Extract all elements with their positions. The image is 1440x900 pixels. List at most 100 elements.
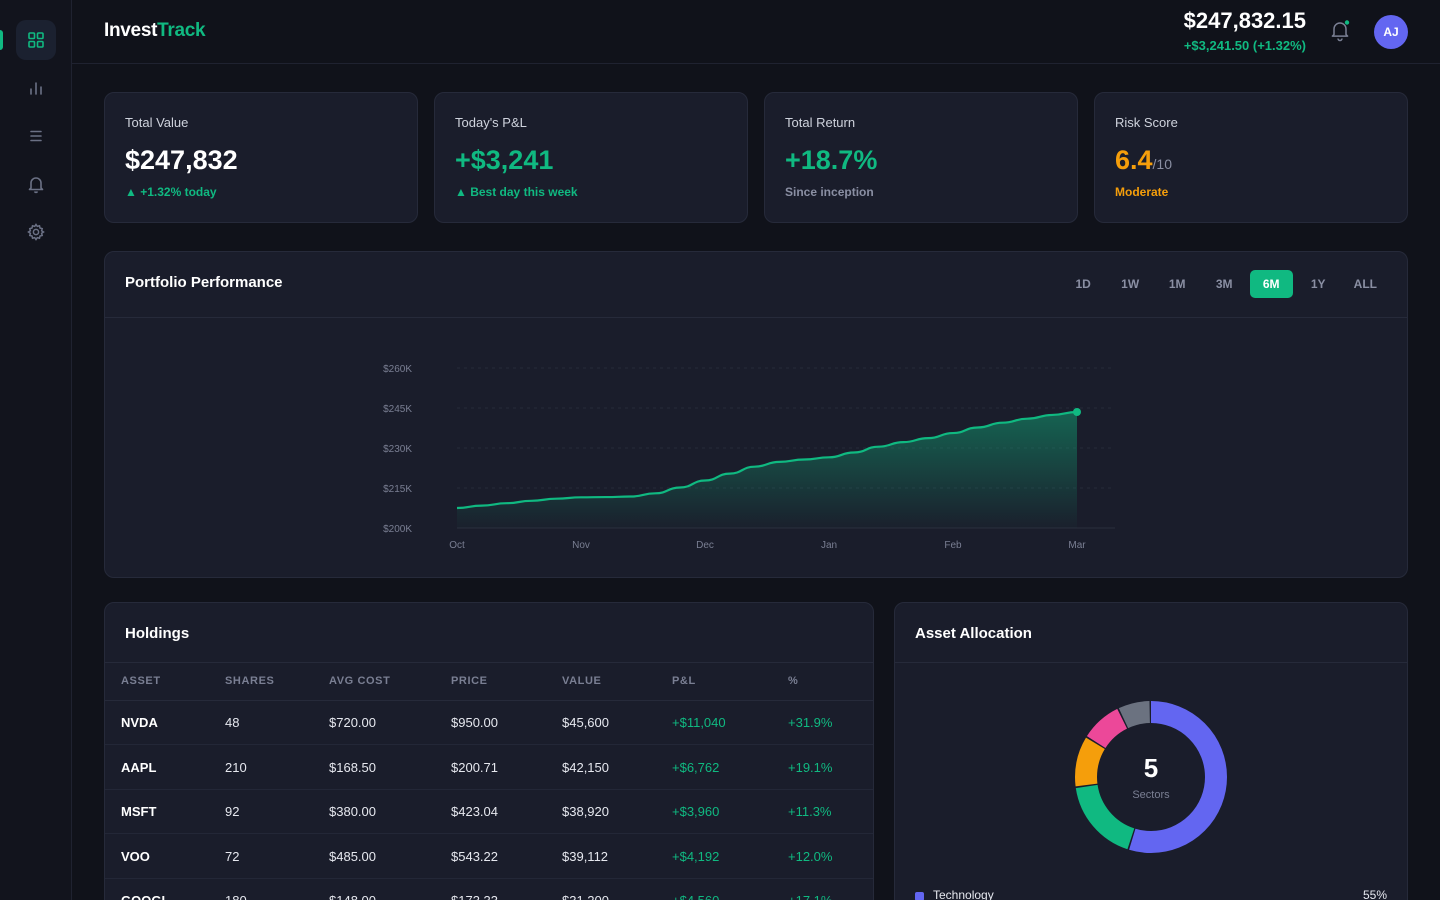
x-tick-label: Oct — [449, 540, 465, 551]
table-row[interactable]: NVDA 48 $720.00 $950.00 $45,600 +$11,040 +31.9… — [105, 701, 873, 745]
table-cell: $380.00 — [329, 804, 376, 819]
sidebar-item-alerts[interactable] — [16, 164, 56, 204]
holdings-title: Holdings — [125, 625, 190, 642]
table-cell: 72 — [225, 848, 240, 864]
bar-chart-icon — [30, 82, 42, 95]
range-tab-1m[interactable]: 1M — [1168, 277, 1186, 291]
holdings-panel: Holdings ASSET SHARES AVG COST PRICE VALUE P&… — [104, 602, 874, 900]
legend-name: Technology — [933, 888, 994, 900]
table-row[interactable]: AAPL 210 $168.50 $200.71 $42,150 +$6,762 +19.1… — [105, 746, 873, 790]
table-cell: $200.71 — [451, 759, 498, 775]
range-tab-1w[interactable]: 1W — [1121, 277, 1140, 291]
table-cell: 210 — [225, 759, 247, 775]
table-cell: +$6,762 — [672, 759, 720, 775]
donut-slice[interactable] — [1075, 701, 1227, 853]
table-cell: +$4,192 — [672, 848, 720, 864]
table-cell: $45,600 — [562, 715, 609, 730]
column-header[interactable]: AVG COST — [329, 675, 391, 687]
table-cell: $950.00 — [451, 715, 498, 730]
allocation-donut — [1075, 701, 1227, 853]
stat-sub: Moderate — [1115, 185, 1169, 199]
range-tab-6m[interactable]: 6M — [1249, 270, 1293, 298]
stat-value: $247,832 — [125, 145, 238, 175]
legend-swatch — [915, 892, 924, 900]
divider — [895, 662, 1407, 663]
table-cell: NVDA — [121, 715, 158, 730]
sidebar-item-analytics[interactable] — [16, 68, 56, 108]
header-portfolio-summary: $247,832.15 +$3,241.50 (+1.32%) — [1184, 8, 1306, 53]
table-cell: 48 — [225, 715, 240, 730]
stat-sub: Since inception — [785, 185, 874, 199]
range-tab-3m[interactable]: 3M — [1215, 277, 1233, 291]
legend-value: 55% — [1362, 888, 1387, 900]
table-cell: 180 — [225, 893, 247, 900]
header-total-value: $247,832.15 — [1183, 8, 1306, 33]
x-tick-label: Feb — [944, 540, 962, 551]
stat-card-total-return: Total Return +18.7% Since inception — [764, 92, 1078, 223]
top-header: InvestTrack $247,832.15 +$3,241.50 (+1.3… — [72, 0, 1440, 64]
risk-score-value: 6.4 — [1115, 145, 1153, 175]
table-cell: +31.9% — [788, 715, 833, 730]
table-cell: $38,920 — [562, 804, 609, 819]
table-cell: $168.50 — [329, 759, 376, 775]
table-cell: +19.1% — [788, 759, 833, 775]
user-avatar[interactable]: AJ — [1374, 15, 1408, 49]
app-logo[interactable]: InvestTrack — [104, 20, 206, 42]
range-tab-1y[interactable]: 1Y — [1310, 277, 1326, 291]
column-header[interactable]: SHARES — [225, 675, 275, 687]
column-header[interactable]: ASSET — [121, 675, 161, 687]
sidebar-item-dashboard[interactable] — [16, 20, 56, 60]
column-header[interactable]: VALUE — [562, 675, 602, 687]
series-line — [456, 410, 1078, 510]
donut-slice[interactable] — [1075, 701, 1227, 853]
list-icon — [30, 130, 42, 142]
donut-center-value: 5 — [1143, 753, 1159, 783]
donut-center-label: Sectors — [1132, 789, 1170, 801]
table-cell: AAPL — [121, 759, 157, 775]
notifications-button[interactable] — [1328, 18, 1352, 42]
stat-card-total-value: Total Value $247,832 ▲ +1.32% today — [104, 92, 418, 223]
column-header[interactable]: PRICE — [451, 675, 488, 687]
table-row[interactable]: VOO 72 $485.00 $543.22 $39,112 +$4,192 +12.0% — [105, 835, 873, 879]
range-tabs: 1D 1W 1M 3M 6M 1Y ALL — [1062, 270, 1387, 298]
table-cell: $423.04 — [451, 804, 498, 819]
range-tab-1d[interactable]: 1D — [1075, 277, 1091, 291]
stat-label: Today's P&L — [455, 115, 527, 130]
sidebar-item-list[interactable] — [16, 116, 56, 156]
logo-text-track: Track — [157, 20, 206, 41]
y-tick-label: $260K — [383, 364, 412, 375]
table-row[interactable]: GOOGL 180 $148.00 $173.33 $31,200 +$4,560 +17.… — [105, 879, 873, 900]
table-row[interactable]: MSFT 92 $380.00 $423.04 $38,920 +$3,960 +11.3% — [105, 790, 873, 834]
performance-chart: $200K $215K $230K $245K $260K Oct Nov Dec Jan Feb… — [383, 364, 1115, 551]
latest-point[interactable] — [1073, 408, 1081, 416]
stat-sub: ▲ Best day this week — [455, 185, 578, 199]
stat-card-todays-pl: Today's P&L +$3,241 ▲ Best day this week — [434, 92, 748, 223]
risk-score-suffix: /10 — [1152, 156, 1173, 172]
x-tick-label: Mar — [1068, 540, 1086, 551]
stat-label: Total Return — [785, 115, 856, 130]
bell-icon — [1331, 20, 1350, 42]
table-cell: $148.00 — [329, 893, 376, 900]
grid-icon — [28, 32, 44, 48]
table-cell: +12.0% — [788, 848, 833, 864]
range-tab-all[interactable]: ALL — [1353, 277, 1377, 291]
table-cell: $173.33 — [451, 893, 498, 900]
table-cell: +11.3% — [788, 804, 832, 819]
allocation-title: Asset Allocation — [915, 625, 1032, 642]
table-cell: GOOGL — [121, 893, 169, 900]
sidebar-item-settings[interactable] — [16, 212, 56, 252]
y-tick-label: $215K — [383, 484, 412, 495]
table-cell: $39,112 — [562, 848, 609, 864]
stat-label: Risk Score — [1115, 115, 1178, 130]
legend-item: Technology 55% — [915, 887, 1387, 900]
table-cell: +$3,960 — [672, 804, 720, 819]
column-header[interactable]: P&L — [672, 675, 696, 687]
table-cell: $485.00 — [329, 848, 376, 864]
table-cell: MSFT — [121, 804, 157, 819]
table-cell: 92 — [225, 804, 240, 819]
table-cell: $31,200 — [562, 893, 609, 900]
column-header[interactable]: % — [788, 675, 799, 687]
series-area — [457, 412, 1077, 528]
table-cell: +$11,040 — [672, 715, 726, 730]
